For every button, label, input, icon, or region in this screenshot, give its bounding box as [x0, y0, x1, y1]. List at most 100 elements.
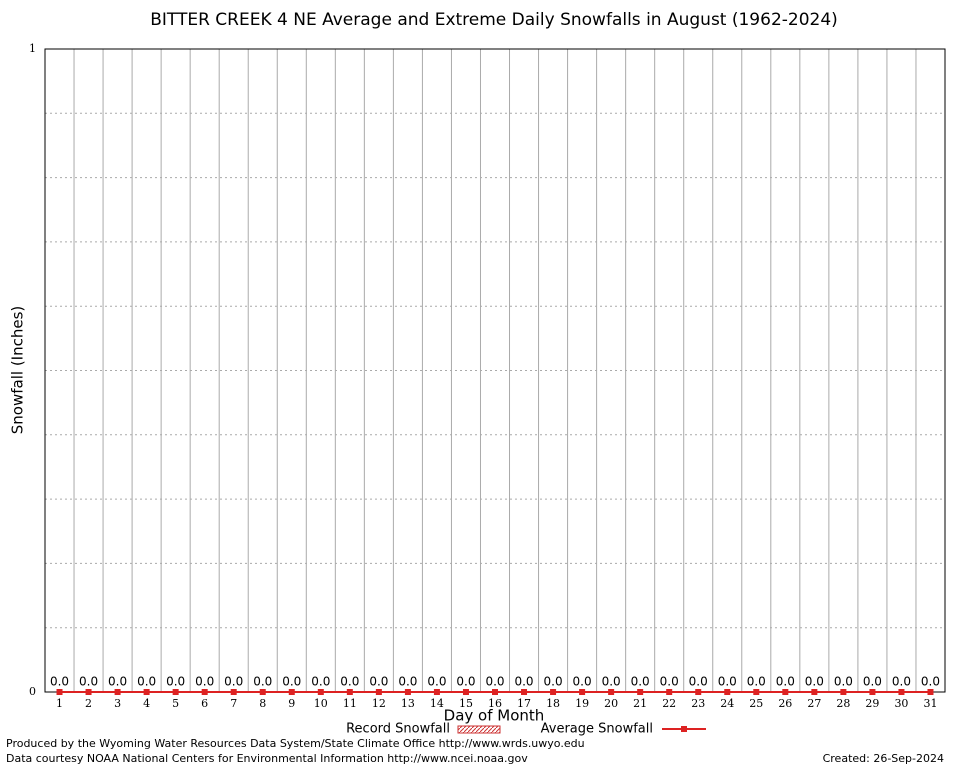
- x-tick-label: 30: [894, 697, 908, 710]
- average-marker: [288, 689, 295, 695]
- value-label: 0.0: [689, 675, 708, 689]
- value-label: 0.0: [514, 675, 533, 689]
- value-label: 0.0: [485, 675, 504, 689]
- average-marker: [172, 689, 179, 695]
- average-marker: [840, 689, 847, 695]
- x-tick-label: 11: [343, 697, 357, 710]
- value-label: 0.0: [892, 675, 911, 689]
- x-tick-label: 19: [575, 697, 589, 710]
- average-marker: [375, 689, 382, 695]
- footer: Data courtesy NOAA National Centers for …: [6, 752, 528, 765]
- x-tick-label: 21: [633, 697, 647, 710]
- x-tick-label: 24: [720, 697, 734, 710]
- x-tick-label: 3: [114, 697, 121, 710]
- value-label: 0.0: [50, 675, 69, 689]
- value-label: 0.0: [602, 675, 621, 689]
- x-tick-label: 22: [662, 697, 676, 710]
- average-marker: [869, 689, 876, 695]
- value-label: 0.0: [340, 675, 359, 689]
- x-tick-label: 29: [865, 697, 879, 710]
- value-label: 0.0: [834, 675, 853, 689]
- y-tick-label: 1: [29, 42, 36, 55]
- average-marker: [724, 689, 731, 695]
- chart-title: BITTER CREEK 4 NE Average and Extreme Da…: [150, 10, 838, 30]
- x-tick-label: 10: [314, 697, 328, 710]
- x-tick-label: 18: [546, 697, 560, 710]
- average-marker: [666, 689, 673, 695]
- value-label: 0.0: [776, 675, 795, 689]
- x-tick-label: 4: [143, 697, 150, 710]
- average-marker: [521, 689, 528, 695]
- average-marker: [927, 689, 934, 695]
- value-label: 0.0: [747, 675, 766, 689]
- x-tick-label: 6: [201, 697, 208, 710]
- value-label: 0.0: [805, 675, 824, 689]
- x-tick-label: 8: [259, 697, 266, 710]
- x-tick-label: 17: [517, 697, 531, 710]
- average-marker: [811, 689, 818, 695]
- average-marker: [492, 689, 498, 695]
- value-label: 0.0: [79, 675, 98, 689]
- value-label: 0.0: [863, 675, 882, 689]
- average-marker: [462, 689, 469, 695]
- average-marker: [550, 689, 557, 695]
- value-label: 0.0: [311, 675, 330, 689]
- value-label: 0.0: [456, 675, 475, 689]
- value-label: 0.0: [573, 675, 592, 689]
- x-axis-label: Day of Month: [444, 707, 545, 725]
- footer: Created: 26-Sep-2024: [823, 752, 944, 765]
- value-label: 0.0: [369, 675, 388, 689]
- average-marker: [753, 689, 760, 695]
- x-tick-label: 25: [749, 697, 763, 710]
- value-label: 0.0: [398, 675, 417, 689]
- average-marker: [143, 689, 150, 695]
- value-label: 0.0: [195, 675, 214, 689]
- average-marker: [898, 689, 905, 695]
- x-tick-label: 16: [488, 697, 502, 710]
- average-marker: [114, 689, 121, 695]
- average-marker: [579, 689, 586, 695]
- x-tick-label: 27: [807, 697, 821, 710]
- x-tick-label: 7: [230, 697, 237, 710]
- value-label: 0.0: [427, 675, 446, 689]
- value-label: 0.0: [921, 675, 940, 689]
- value-label: 0.0: [224, 675, 243, 689]
- average-marker: [608, 689, 615, 695]
- average-marker: [433, 689, 440, 695]
- value-label: 0.0: [544, 675, 563, 689]
- average-marker: [201, 689, 208, 695]
- value-label: 0.0: [718, 675, 737, 689]
- x-tick-label: 15: [459, 697, 473, 710]
- value-label: 0.0: [660, 675, 679, 689]
- value-label: 0.0: [282, 675, 301, 689]
- value-label: 0.0: [137, 675, 156, 689]
- average-marker: [346, 689, 353, 695]
- x-tick-label: 13: [401, 697, 415, 710]
- y-axis-label: Snowfall (Inches): [9, 306, 27, 434]
- legend-swatch: [681, 726, 687, 732]
- x-tick-label: 28: [836, 697, 850, 710]
- average-marker: [85, 689, 92, 695]
- average-marker: [259, 689, 266, 695]
- value-label: 0.0: [166, 675, 185, 689]
- average-marker: [782, 689, 789, 695]
- value-label: 0.0: [631, 675, 650, 689]
- x-tick-label: 9: [288, 697, 295, 710]
- x-tick-label: 1: [56, 697, 63, 710]
- x-tick-label: 5: [172, 697, 179, 710]
- legend-swatch: [457, 725, 501, 734]
- y-tick-label: 0: [29, 685, 36, 698]
- x-tick-label: 2: [85, 697, 92, 710]
- value-label: 0.0: [253, 675, 272, 689]
- x-tick-label: 31: [923, 697, 937, 710]
- footer: Produced by the Wyoming Water Resources …: [6, 737, 585, 750]
- average-marker: [317, 689, 324, 695]
- x-tick-label: 12: [372, 697, 386, 710]
- x-tick-label: 20: [604, 697, 618, 710]
- legend-label: Record Snowfall: [346, 722, 450, 737]
- average-marker: [695, 689, 702, 695]
- average-marker: [230, 689, 237, 695]
- average-marker: [637, 689, 644, 695]
- x-tick-label: 23: [691, 697, 705, 710]
